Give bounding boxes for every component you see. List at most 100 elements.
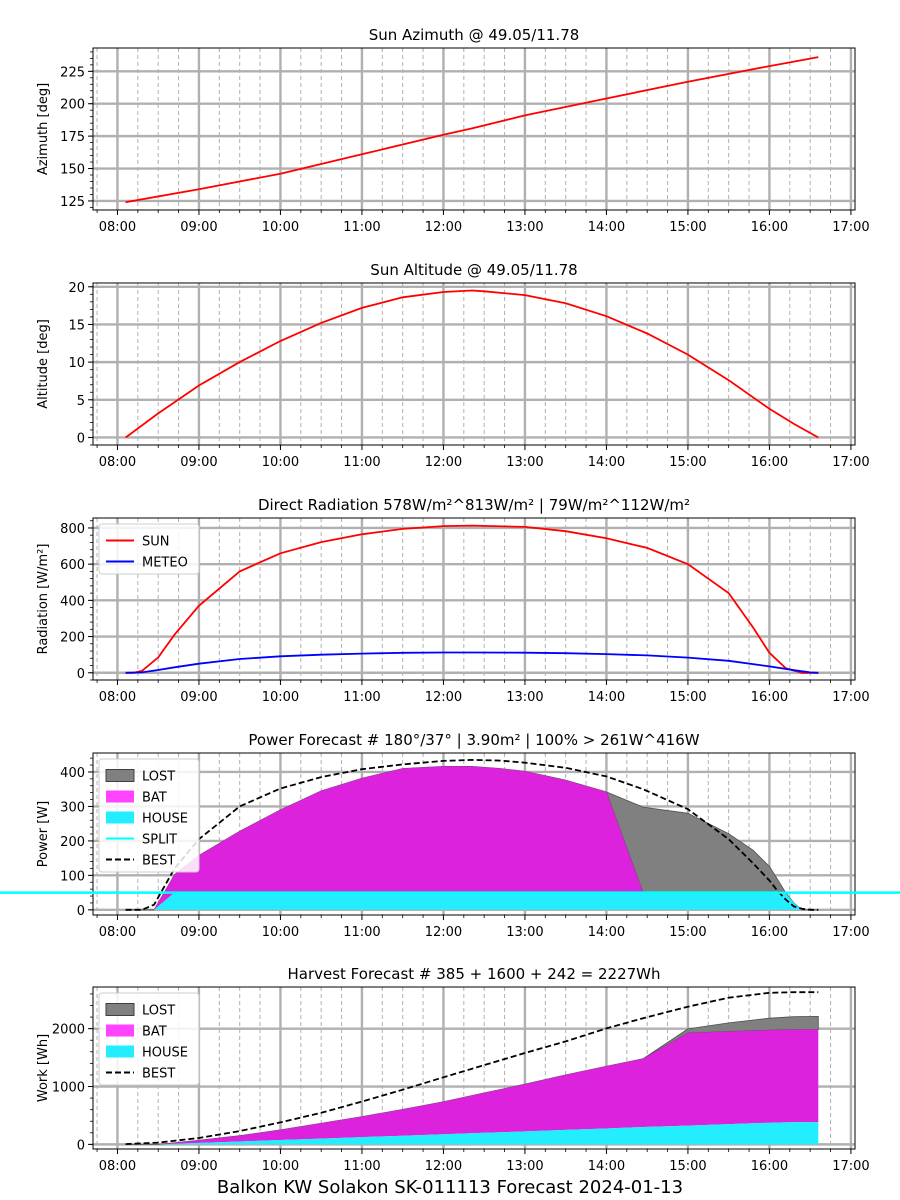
x-tick-label: 08:00 (99, 925, 136, 940)
x-tick-label: 13:00 (506, 925, 543, 940)
subplot-2: 08:00 09:00 10:00 11:00 12:00 13:00 14:00 15:00… (36, 261, 870, 470)
x-tick-label: 16:00 (751, 690, 788, 705)
legend-swatch-house (106, 811, 134, 824)
y-axis-label: Power [W] (36, 801, 51, 867)
x-tick-label: 14:00 (588, 925, 625, 940)
x-tick-label: 11:00 (343, 220, 380, 235)
y-ticks: 125 150 175 200 225 (60, 51, 93, 210)
x-ticks: 08:00 09:00 10:00 11:00 12:00 13:00 14:00 15:00… (96, 210, 870, 235)
x-tick-label: 09:00 (180, 925, 217, 940)
x-tick-label: 17:00 (832, 925, 869, 940)
legend-swatch-bat (106, 790, 134, 803)
plot-area (125, 991, 819, 1145)
grid (93, 283, 855, 445)
y-ticks: 0 100 200 300 400 (60, 757, 93, 919)
y-tick-label: 200 (60, 835, 85, 850)
x-tick-label: 13:00 (506, 690, 543, 705)
x-tick-label: 16:00 (751, 1159, 788, 1174)
y-axis-label: Radiation [W/m²] (36, 544, 51, 655)
y-tick-label: 5 (77, 394, 85, 409)
x-tick-label: 14:00 (588, 1159, 625, 1174)
x-tick-label: 15:00 (669, 455, 706, 470)
y-tick-label: 10 (68, 356, 85, 371)
grid (93, 48, 855, 210)
plot-area (125, 56, 819, 204)
y-tick-label: 400 (60, 766, 85, 781)
y-ticks: 0 1000 2000 (52, 993, 93, 1153)
y-axis-label: Work [Wh] (36, 1034, 51, 1102)
x-tick-label: 14:00 (588, 220, 625, 235)
x-tick-label: 10:00 (262, 925, 299, 940)
x-tick-label: 17:00 (832, 690, 869, 705)
y-tick-label: 800 (60, 522, 85, 537)
y-tick-label: 0 (77, 431, 85, 446)
axes-frame (92, 47, 856, 211)
y-tick-label: 1000 (52, 1081, 85, 1096)
x-tick-label: 12:00 (425, 925, 462, 940)
x-tick-label: 14:00 (588, 455, 625, 470)
subplot-title: Sun Azimuth @ 49.05/11.78 (369, 26, 580, 44)
series-house-area (125, 892, 819, 910)
x-ticks: 08:00 09:00 10:00 11:00 12:00 13:00 14:00 15:00… (96, 445, 870, 470)
x-tick-label: 13:00 (506, 455, 543, 470)
legend-label-meteo: METEO (142, 556, 188, 571)
y-ticks: 0 200 400 600 800 (60, 520, 93, 682)
x-tick-label: 17:00 (832, 220, 869, 235)
x-tick-label: 17:00 (832, 1159, 869, 1174)
y-tick-label: 600 (60, 558, 85, 573)
legend: LOST BAT HOUSE SPLIT BEST (98, 758, 200, 873)
x-tick-label: 09:00 (180, 1159, 217, 1174)
y-tick-label: 200 (60, 631, 85, 646)
x-tick-label: 12:00 (425, 1159, 462, 1174)
subplot-1: 08:00 09:00 10:00 11:00 12:00 13:00 14:00 15:00… (36, 26, 870, 235)
y-tick-label: 20 (68, 281, 85, 296)
x-tick-label: 16:00 (751, 220, 788, 235)
legend-label-best: BEST (142, 854, 175, 869)
y-tick-label: 175 (60, 130, 85, 145)
series-best-line (125, 758, 819, 911)
legend-label-lost: LOST (142, 1004, 175, 1019)
series-bat-area (125, 766, 819, 910)
legend-swatch-bat (106, 1024, 134, 1037)
y-tick-label: 2000 (52, 1023, 85, 1038)
x-tick-label: 10:00 (262, 220, 299, 235)
x-tick-label: 13:00 (506, 1159, 543, 1174)
subplot-3: 08:00 09:00 10:00 11:00 12:00 13:00 14:00 15:00… (36, 496, 870, 705)
legend-label-bat: BAT (142, 791, 167, 806)
y-tick-label: 225 (60, 65, 85, 80)
x-tick-label: 17:00 (832, 455, 869, 470)
y-tick-label: 125 (60, 195, 85, 210)
x-tick-label: 13:00 (506, 220, 543, 235)
legend-swatch-house (106, 1045, 134, 1058)
legend-label-sun: SUN (142, 535, 170, 550)
legend-label-split: SPLIT (142, 833, 177, 848)
x-tick-label: 09:00 (180, 455, 217, 470)
x-tick-label: 11:00 (343, 1159, 380, 1174)
x-ticks: 08:00 09:00 10:00 11:00 12:00 13:00 14:00 15:00… (96, 915, 870, 940)
x-tick-label: 11:00 (343, 925, 380, 940)
legend: LOST BAT HOUSE BEST (98, 992, 200, 1086)
legend: SUN METEO (98, 523, 200, 575)
plot-area (125, 758, 819, 911)
subplots: 08:00 09:00 10:00 11:00 12:00 13:00 14:00 15:00… (0, 26, 900, 1174)
legend-label-house: HOUSE (142, 1046, 188, 1061)
subplot-title: Harvest Forecast # 385 + 1600 + 242 = 22… (287, 965, 660, 983)
x-tick-label: 15:00 (669, 925, 706, 940)
x-tick-label: 11:00 (343, 455, 380, 470)
legend-label-bat: BAT (142, 1025, 167, 1040)
x-tick-label: 08:00 (99, 690, 136, 705)
y-axis-label: Azimuth [deg] (36, 83, 51, 175)
y-axis-label: Altitude [deg] (36, 319, 51, 409)
legend-frame (98, 758, 200, 873)
subplot-title: Direct Radiation 578W/m²^813W/m² | 79W/m… (258, 496, 690, 514)
x-tick-label: 15:00 (669, 690, 706, 705)
legend-swatch-lost (105, 769, 135, 782)
y-tick-label: 0 (77, 667, 85, 682)
series-altitude-line (125, 289, 819, 439)
y-tick-label: 0 (77, 1138, 85, 1153)
x-tick-label: 12:00 (425, 455, 462, 470)
series-sun-line (125, 524, 819, 674)
axes-frame (92, 517, 856, 681)
legend-label-house: HOUSE (142, 812, 188, 827)
